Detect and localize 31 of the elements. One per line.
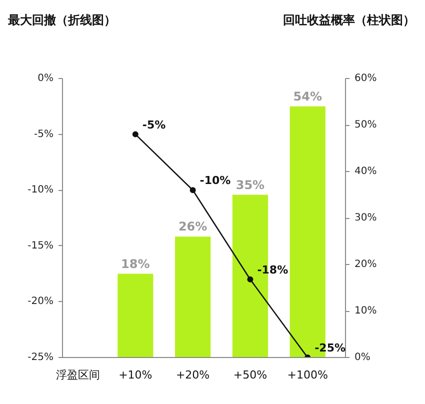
point xyxy=(247,276,254,282)
y-tick-label: -10% xyxy=(28,184,54,196)
y-tick-label: -20% xyxy=(28,296,54,308)
y2-tick-label: 20% xyxy=(354,259,377,270)
chart-title: 最大回撤（折线图） xyxy=(8,12,116,29)
data-label: 35% xyxy=(236,178,265,192)
y-tick-label: -5% xyxy=(34,128,54,140)
data-label: -10% xyxy=(200,174,231,188)
x-tick-label: +50% xyxy=(233,368,268,382)
data-label: 26% xyxy=(178,220,208,234)
y2-tick-label: 40% xyxy=(354,166,377,177)
point xyxy=(190,187,196,194)
data-label: 18% xyxy=(121,256,150,271)
y-tick-label: 0% xyxy=(38,73,54,84)
y-tick-label: -25% xyxy=(28,352,54,363)
x-tick-label: +10% xyxy=(118,368,152,382)
y2-tick-label: 60% xyxy=(354,73,377,84)
data-label: 54% xyxy=(293,89,322,104)
y2-tick-label: 0% xyxy=(354,352,370,363)
x-axis-title: 浮盈区间 xyxy=(56,368,100,382)
x-tick-label: +20% xyxy=(176,368,210,382)
y-tick-label: -15% xyxy=(28,240,54,252)
y2-tick-label: 50% xyxy=(354,120,377,130)
y2-tick-label: 10% xyxy=(354,306,377,316)
y2-tick-label: 30% xyxy=(354,212,377,224)
bar xyxy=(175,236,211,358)
data-label: -5% xyxy=(142,118,166,132)
chart-subtitle: 回吐收益概率（柱状图） xyxy=(283,12,415,29)
x-tick-label: +100% xyxy=(287,368,328,382)
bar xyxy=(118,274,154,358)
point xyxy=(132,131,138,138)
